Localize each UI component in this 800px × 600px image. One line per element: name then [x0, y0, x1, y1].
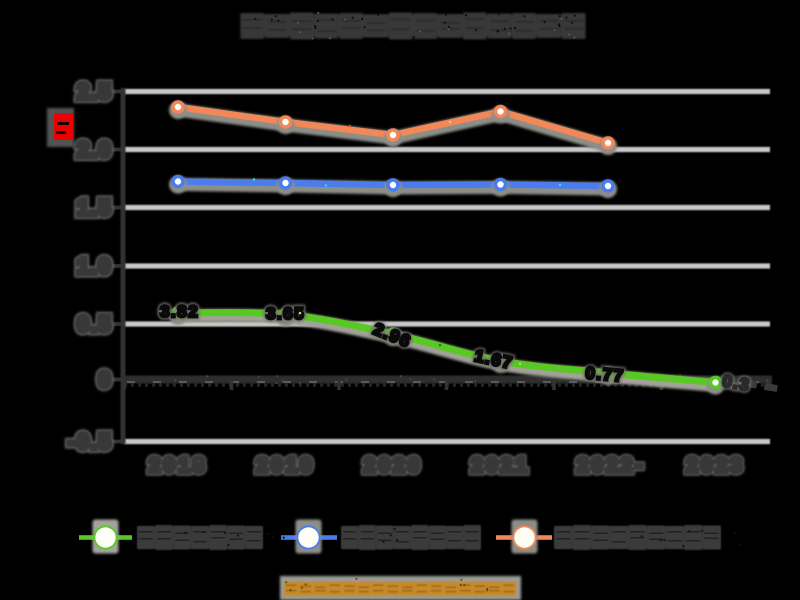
svg-text:2019: 2019	[256, 454, 315, 477]
svg-text:3.65: 3.65	[266, 304, 305, 323]
svg-text:0: 0	[98, 367, 112, 392]
svg-text:2021: 2021	[471, 454, 530, 477]
svg-text:2020: 2020	[364, 454, 423, 477]
svg-text:-0.5: -0.5	[68, 429, 112, 454]
svg-text:2021: 2021	[471, 454, 530, 477]
svg-text:2020: 2020	[364, 454, 423, 477]
svg-text:0.77: 0.77	[585, 363, 626, 385]
svg-text:1.0: 1.0	[77, 254, 112, 279]
svg-text:2.5: 2.5	[77, 79, 112, 104]
svg-text:2018: 2018	[149, 454, 208, 477]
svg-text:0.3: 0.3	[721, 371, 752, 395]
svg-text:1.0: 1.0	[77, 254, 112, 279]
svg-text:2023: 2023	[686, 454, 745, 477]
svg-text:2019: 2019	[256, 454, 315, 477]
svg-text:3.82: 3.82	[160, 302, 199, 321]
svg-text:1.5: 1.5	[77, 195, 112, 220]
svg-text:2022-: 2022-	[577, 454, 646, 477]
svg-text:3.82: 3.82	[160, 302, 199, 321]
svg-text:2.0: 2.0	[77, 137, 112, 162]
svg-text:0: 0	[98, 367, 112, 392]
svg-text:0.5: 0.5	[77, 312, 112, 337]
svg-text:2023: 2023	[686, 454, 745, 477]
svg-text:2.5: 2.5	[77, 79, 112, 104]
svg-text:2.0: 2.0	[77, 137, 112, 162]
svg-text:-0.5: -0.5	[68, 429, 112, 454]
svg-text:0.5: 0.5	[77, 312, 112, 337]
svg-text:2022-: 2022-	[577, 454, 646, 477]
svg-text:2018: 2018	[149, 454, 208, 477]
svg-text:3.65: 3.65	[266, 304, 305, 323]
svg-text:1.5: 1.5	[77, 195, 112, 220]
